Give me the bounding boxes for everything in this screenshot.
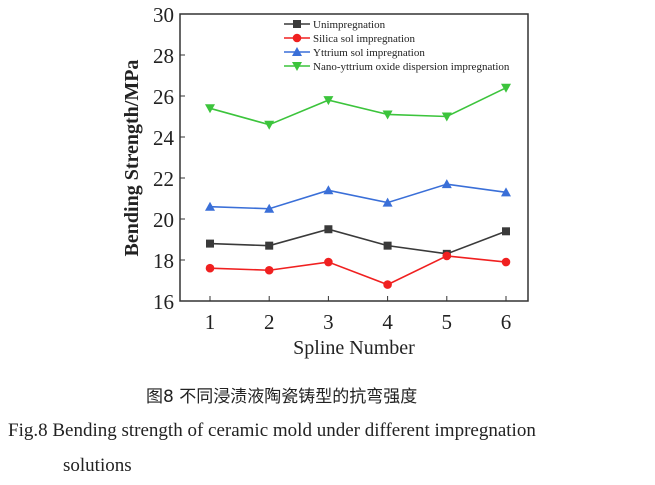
data-point xyxy=(382,197,393,207)
legend-marker xyxy=(292,62,302,71)
y-axis-label: Bending Strength/MPa xyxy=(121,60,143,257)
series-0 xyxy=(206,225,510,258)
legend-item: Nano-yttrium oxide dispersion impregnati… xyxy=(284,61,510,73)
caption-english-line1: Fig.8 Bending strength of ceramic mold u… xyxy=(8,420,536,441)
data-point xyxy=(501,83,511,93)
data-point xyxy=(264,265,274,275)
data-point xyxy=(501,257,511,267)
y-tick-label: 30 xyxy=(153,3,174,27)
y-tick-label: 16 xyxy=(153,290,174,314)
data-point xyxy=(383,280,392,289)
bending-strength-chart: 16 18 20 22 24 26 28 30 1 2 3 4 5 6 Unimpregnation Si… xyxy=(121,3,529,359)
y-tick-label: 26 xyxy=(153,85,174,109)
legend-marker xyxy=(292,47,302,56)
legend-label: Nano-yttrium oxide dispersion impregnati… xyxy=(313,61,510,73)
series-line xyxy=(209,87,507,126)
data-point xyxy=(441,179,452,189)
series-1 xyxy=(205,251,511,289)
legend-label: Silica sol impregnation xyxy=(313,33,416,45)
y-tick-label: 24 xyxy=(153,126,175,150)
data-point xyxy=(383,241,392,250)
y-tick-label: 28 xyxy=(153,44,174,68)
data-point xyxy=(323,96,334,106)
caption-english-line2: solutions xyxy=(63,455,132,476)
data-point xyxy=(324,225,333,234)
x-tick-label: 4 xyxy=(382,310,393,334)
legend-label: Yttrium sol impregnation xyxy=(313,47,425,59)
x-tick-label: 5 xyxy=(442,310,453,334)
data-point xyxy=(502,227,510,236)
y-tick-label: 20 xyxy=(153,208,174,232)
series-line xyxy=(209,183,507,210)
data-point xyxy=(205,104,215,114)
data-point xyxy=(324,257,333,267)
legend-item: Silica sol impregnation xyxy=(284,33,416,45)
x-tick-label: 1 xyxy=(205,310,216,334)
legend-item: Yttrium sol impregnation xyxy=(284,47,425,59)
series-line xyxy=(209,228,507,255)
data-point xyxy=(501,187,511,197)
y-tick-label: 22 xyxy=(153,167,174,191)
x-tick-label: 2 xyxy=(264,310,275,334)
data-point xyxy=(205,201,215,211)
data-point xyxy=(441,112,452,122)
legend-item: Unimpregnation xyxy=(284,19,386,31)
data-point xyxy=(206,239,214,248)
data-point xyxy=(442,251,452,261)
legend-marker xyxy=(293,20,301,28)
series-2 xyxy=(205,179,511,213)
legend-marker xyxy=(292,33,302,43)
data-point xyxy=(323,185,334,195)
caption-chinese: 图8 不同浸渍液陶瓷铸型的抗弯强度 xyxy=(146,387,418,407)
data-point xyxy=(265,241,274,250)
y-tick-label: 18 xyxy=(153,249,174,273)
x-tick-label: 6 xyxy=(501,310,512,334)
data-point xyxy=(264,120,275,130)
data-point xyxy=(205,263,215,273)
series-line xyxy=(209,255,507,286)
plot-frame xyxy=(179,13,529,302)
x-tick-label: 3 xyxy=(323,310,334,334)
data-point xyxy=(264,203,275,213)
data-point xyxy=(382,110,393,120)
series-3 xyxy=(205,83,511,130)
x-axis-label: Spline Number xyxy=(293,337,415,359)
legend-label: Unimpregnation xyxy=(313,19,386,31)
